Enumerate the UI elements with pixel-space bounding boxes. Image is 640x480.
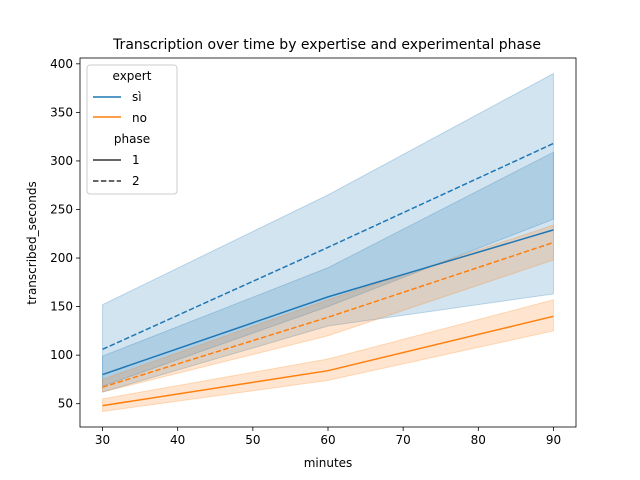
y-tick-label: 350: [50, 105, 73, 119]
y-tick-label: 50: [58, 397, 73, 411]
y-tick-label: 200: [50, 251, 73, 265]
x-tick-label: 70: [396, 433, 411, 447]
series-lines: [102, 142, 554, 407]
y-tick-label: 250: [50, 202, 73, 216]
legend-label-hue-0: sì: [132, 90, 142, 104]
legend-label-style-1: 2: [132, 174, 140, 188]
x-tick-label: 50: [245, 433, 260, 447]
y-tick-label: 400: [50, 57, 73, 71]
y-tick-label: 150: [50, 300, 73, 314]
ci-band-si-phase-2: [102, 72, 554, 387]
legend-label-hue-1: no: [132, 111, 147, 125]
legend-hue-title: expert: [113, 69, 152, 83]
x-tick-label: 80: [471, 433, 486, 447]
series-line-si-phase-2: [102, 142, 554, 350]
x-axis-label: minutes: [304, 456, 353, 470]
x-tick-label: 40: [170, 433, 185, 447]
legend: expert sì no phase 1 2: [86, 64, 178, 195]
series-line-no-phase-1: [102, 315, 554, 407]
ci-band-no-phase-1: [102, 299, 554, 413]
x-tick-label: 30: [95, 433, 110, 447]
legend-label-style-0: 1: [132, 153, 140, 167]
ci-band-no-phase-2: [102, 224, 554, 393]
x-tick-label: 60: [320, 433, 335, 447]
y-tick-label: 100: [50, 348, 73, 362]
legend-style-title: phase: [114, 132, 150, 146]
y-axis-label: transcribed_seconds: [25, 181, 39, 304]
ci-band-si-phase-1: [102, 151, 554, 393]
x-tick-label: 90: [546, 433, 561, 447]
y-tick-label: 300: [50, 154, 73, 168]
y-axis-ticks: 50 100 150 200 250 300 350 400: [50, 57, 80, 411]
series-line-si-phase-1: [102, 229, 554, 376]
confidence-bands: [102, 72, 554, 413]
chart-title: Transcription over time by expertise and…: [112, 37, 541, 53]
x-axis-ticks: 30 40 50 60 70 80 90: [95, 427, 561, 447]
